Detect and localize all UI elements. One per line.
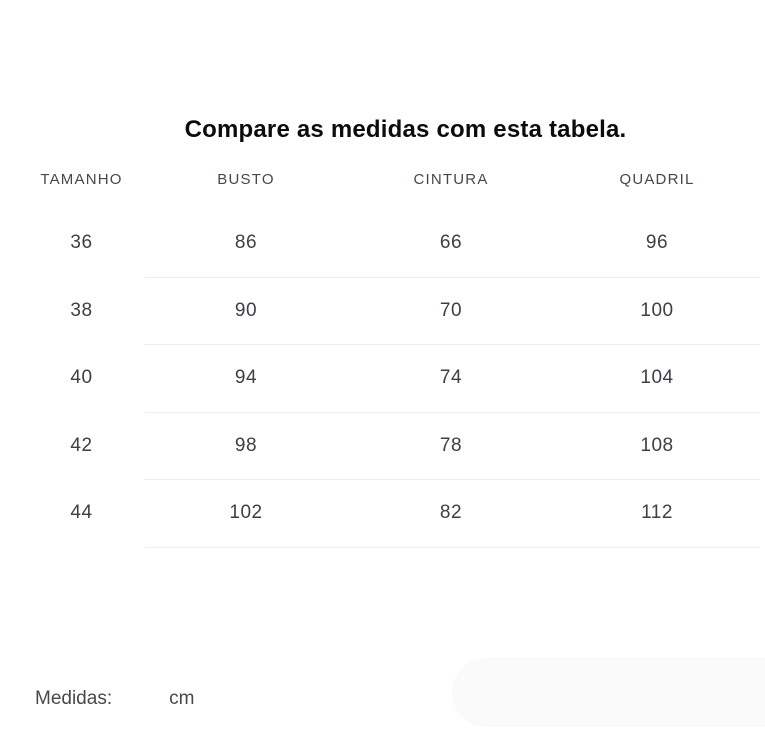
cell-hip: 104 — [640, 367, 674, 389]
row-divider — [145, 546, 760, 548]
measurements-label: Medidas: — [35, 688, 113, 709]
cell-size: 38 — [70, 299, 93, 321]
cell-waist: 78 — [439, 434, 463, 456]
row-divider — [145, 479, 760, 480]
cell-bust: 102 — [229, 502, 263, 524]
cell-size: 44 — [70, 502, 93, 524]
row-divider — [145, 276, 760, 278]
column-header-quadril: QUADRIL — [619, 171, 695, 188]
cell-hip: 100 — [640, 299, 674, 321]
table-row: 36 86 66 96 — [0, 210, 741, 277]
cell-size: 40 — [70, 367, 93, 389]
measurements-unit: cm — [169, 688, 195, 709]
table-row: 44 102 82 112 — [0, 480, 741, 547]
cell-waist: 82 — [439, 502, 463, 524]
column-header-tamanho: TAMANHO — [40, 171, 123, 188]
column-header-cintura: CINTURA — [413, 171, 489, 188]
cell-bust: 94 — [234, 367, 258, 389]
row-divider — [145, 411, 760, 413]
decorative-pill — [452, 658, 765, 727]
cell-hip: 96 — [645, 232, 669, 254]
cell-size: 36 — [70, 232, 93, 254]
column-header-busto: BUSTO — [217, 171, 275, 188]
cell-bust: 98 — [234, 434, 258, 456]
table-body: 36 86 66 96 38 90 70 100 40 94 74 104 — [0, 210, 765, 548]
cell-waist: 70 — [439, 299, 463, 321]
cell-waist: 66 — [439, 232, 463, 254]
cell-waist: 74 — [439, 367, 463, 389]
measurements-footer: Medidas: cm — [35, 688, 194, 710]
cell-size: 42 — [70, 434, 93, 456]
table-row: 38 90 70 100 — [0, 278, 741, 345]
cell-hip: 108 — [640, 434, 674, 456]
cell-bust: 86 — [234, 232, 258, 254]
cell-bust: 90 — [234, 299, 258, 321]
row-divider — [145, 344, 760, 345]
page-title: Compare as medidas com esta tabela. — [184, 116, 627, 143]
size-table: TAMANHO BUSTO CINTURA QUADRIL 36 86 66 9… — [0, 171, 765, 548]
table-row: 42 98 78 108 — [0, 413, 741, 480]
table-header-row: TAMANHO BUSTO CINTURA QUADRIL — [0, 171, 741, 189]
cell-hip: 112 — [641, 502, 673, 524]
table-row: 40 94 74 104 — [0, 345, 741, 412]
